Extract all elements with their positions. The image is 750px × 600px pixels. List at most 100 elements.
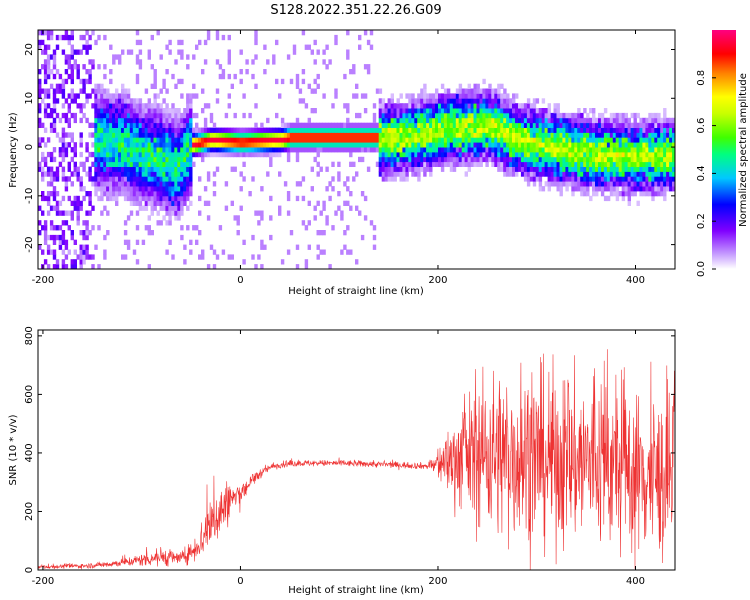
heatmap-cell — [82, 161, 86, 167]
heatmap-cell — [132, 147, 137, 153]
heatmap-cell — [183, 259, 187, 265]
heatmap-cell — [485, 161, 489, 167]
heatmap-cell — [544, 161, 548, 167]
heatmap-cell — [269, 127, 273, 133]
heatmap-cell — [236, 147, 240, 153]
heatmap-cell — [485, 103, 489, 109]
heatmap-cell — [177, 112, 181, 119]
heatmap-cell — [349, 205, 353, 211]
heatmap-cell — [70, 34, 74, 41]
heatmap-cell — [236, 151, 240, 158]
heatmap-cell — [630, 176, 634, 182]
heatmap-cell — [171, 122, 175, 128]
heatmap-cell — [310, 88, 314, 94]
heatmap-cell — [230, 147, 234, 153]
heatmap-cell — [491, 127, 495, 133]
heatmap-cell — [135, 30, 140, 36]
heatmap-cell — [73, 239, 77, 245]
heatmap-cell — [600, 122, 605, 128]
heatmap-cell — [126, 103, 131, 109]
heatmap-cell — [278, 127, 282, 133]
heatmap-cell — [506, 147, 510, 153]
heatmap-cell — [52, 186, 57, 192]
heatmap-cell — [577, 156, 581, 163]
colorbar-gradient — [712, 30, 736, 269]
heatmap-cell — [94, 171, 98, 177]
heatmap-cell — [233, 127, 237, 133]
heatmap-cell — [307, 147, 311, 153]
heatmap-cell — [135, 176, 140, 182]
heatmap-cell — [73, 171, 77, 177]
heatmap-cell — [500, 103, 504, 109]
heatmap-cell — [443, 122, 448, 128]
heatmap-cell — [506, 108, 510, 114]
heatmap-cell — [150, 156, 154, 163]
heatmap-cell — [464, 88, 468, 94]
heatmap-cell — [636, 181, 640, 187]
heatmap-cell — [615, 132, 620, 138]
heatmap-cell — [156, 103, 160, 109]
heatmap-cell — [295, 151, 300, 158]
heatmap-cell — [118, 166, 122, 172]
heatmap-cell — [438, 112, 442, 119]
heatmap-cell — [165, 200, 169, 206]
heatmap-cell — [331, 142, 335, 148]
heatmap-cell — [349, 122, 353, 128]
heatmap-cell — [180, 166, 184, 172]
heatmap-cell — [414, 151, 418, 158]
heatmap-cell — [494, 112, 498, 119]
heatmap-cell — [360, 147, 365, 153]
heatmap-cell — [43, 93, 48, 99]
heatmap-cell — [491, 151, 495, 158]
heatmap-cell — [123, 93, 128, 99]
heatmap-cell — [621, 127, 626, 133]
heatmap-cell — [109, 108, 113, 114]
heatmap-cell — [138, 161, 143, 167]
heatmap-cell — [38, 142, 42, 148]
heatmap-cell — [568, 122, 572, 128]
heatmap-cell — [449, 108, 454, 114]
heatmap-cell — [55, 200, 60, 206]
heatmap-cell — [180, 225, 184, 231]
heatmap-cell — [94, 103, 98, 109]
heatmap-cell — [387, 112, 391, 119]
heatmap-cell — [115, 142, 119, 148]
heatmap-cell — [242, 161, 246, 167]
heatmap-cell — [506, 137, 510, 143]
y-tick-label: 600 — [24, 385, 35, 404]
heatmap-cell — [162, 137, 166, 143]
heatmap-cell — [272, 151, 276, 158]
heatmap-cell — [455, 161, 460, 167]
heatmap-cell — [390, 112, 394, 119]
heatmap-cell — [168, 156, 172, 163]
heatmap-cell — [630, 161, 634, 167]
heatmap-cell — [429, 171, 433, 177]
heatmap-cell — [177, 166, 181, 172]
heatmap-cell — [251, 137, 255, 143]
heatmap-cell — [396, 137, 400, 143]
heatmap-cell — [103, 103, 107, 109]
heatmap-cell — [141, 239, 146, 245]
heatmap-cell — [180, 200, 184, 206]
heatmap-cell — [304, 103, 309, 109]
heatmap-cell — [624, 166, 628, 172]
heatmap-cell — [322, 59, 326, 65]
heatmap-cell — [206, 34, 211, 41]
heatmap-cell — [97, 117, 101, 124]
heatmap-cell — [41, 171, 45, 177]
heatmap-cell — [254, 39, 258, 46]
heatmap-cell — [97, 112, 101, 119]
heatmap-cell — [423, 93, 427, 99]
heatmap-cell — [121, 181, 125, 187]
heatmap-cell — [520, 156, 525, 163]
heatmap-cell — [337, 191, 341, 197]
heatmap-cell — [150, 171, 154, 177]
heatmap-cell — [399, 137, 403, 143]
heatmap-cell — [46, 191, 51, 197]
heatmap-cell — [446, 122, 451, 128]
heatmap-cell — [159, 186, 163, 192]
heatmap-cell — [316, 83, 320, 89]
heatmap-cell — [595, 171, 599, 177]
heatmap-cell — [411, 93, 415, 99]
heatmap-cell — [67, 176, 71, 182]
